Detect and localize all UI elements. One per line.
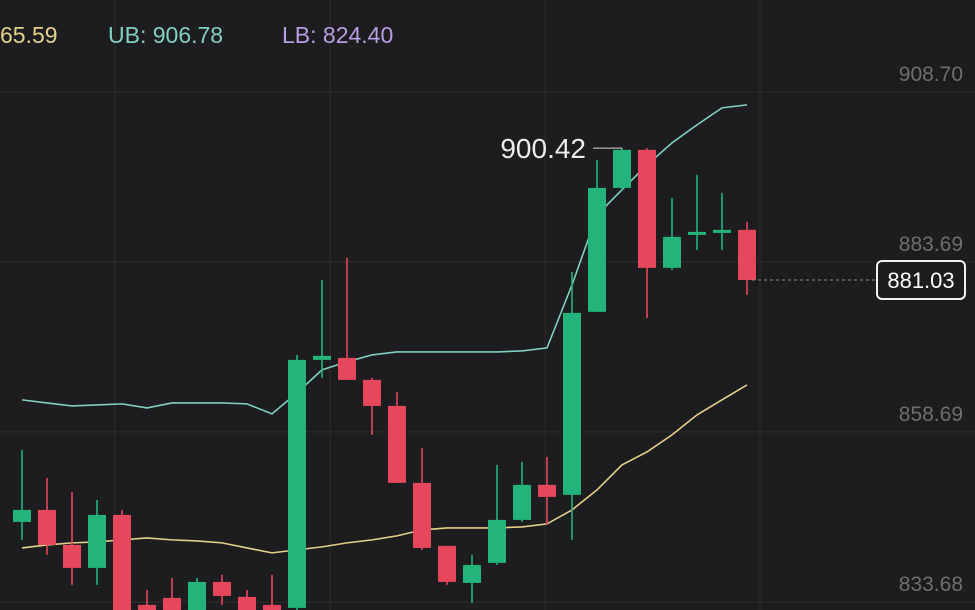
- candle-body: [263, 604, 281, 610]
- candle-body: [113, 514, 131, 610]
- candle-body: [88, 514, 106, 568]
- candle-body: [738, 229, 756, 280]
- label-layer: 908.70 883.69 858.69 833.68 65.59 UB: 906.78 L…: [0, 22, 966, 596]
- candle-body: [613, 149, 631, 188]
- candle-body: [638, 149, 656, 268]
- candle-body: [463, 564, 481, 583]
- candle-body: [488, 519, 506, 563]
- candle-body: [238, 596, 256, 610]
- candle-body: [688, 231, 706, 235]
- candle-body: [163, 597, 181, 610]
- candle-body: [213, 581, 231, 596]
- candle-body: [563, 312, 581, 495]
- candle-body: [713, 229, 731, 233]
- last-price-label: 881.03: [887, 268, 954, 293]
- band-line: [21, 384, 748, 554]
- header-label: LB: 824.40: [282, 22, 393, 48]
- candle-body: [188, 581, 206, 610]
- y-tick-label: 858.69: [899, 403, 963, 426]
- candle-body: [288, 359, 306, 608]
- candle-body: [13, 509, 31, 522]
- candle-body: [138, 604, 156, 610]
- y-tick-label: 833.68: [899, 573, 963, 596]
- candle-body: [513, 484, 531, 520]
- candle-body: [63, 544, 81, 568]
- candle-layer: [13, 148, 756, 610]
- last-price-box: [876, 259, 966, 300]
- candle-body: [413, 482, 431, 548]
- candle-body: [588, 187, 606, 312]
- header-label: 65.59: [0, 22, 58, 48]
- candle-body: [338, 357, 356, 380]
- y-tick-label: 908.70: [899, 63, 963, 86]
- high-label: 900.42: [500, 133, 586, 164]
- candle-body: [363, 379, 381, 406]
- candle-body: [438, 545, 456, 582]
- candle-body: [313, 355, 331, 360]
- header-label: UB: 906.78: [108, 22, 223, 48]
- y-tick-label: 883.69: [899, 233, 963, 256]
- candle-body: [38, 509, 56, 545]
- candle-body: [663, 236, 681, 268]
- candle-body: [538, 484, 556, 497]
- grid-layer: [0, 91, 975, 603]
- candle-body: [388, 405, 406, 483]
